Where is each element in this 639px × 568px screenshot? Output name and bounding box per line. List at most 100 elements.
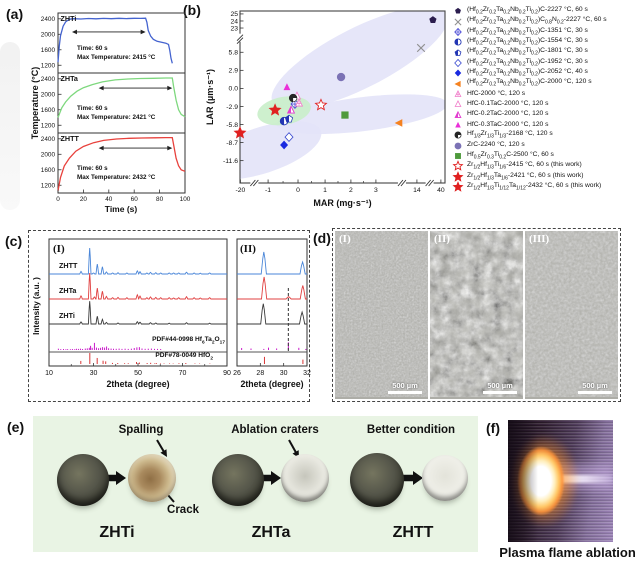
marker-tri_half [286,105,296,114]
svg-text:24: 24 [230,18,238,25]
legend-label: HfC-2000 °C, 120 s [467,89,526,97]
svg-text:60: 60 [131,196,139,203]
marker-star_fill [452,170,464,182]
svg-text:2: 2 [349,187,353,194]
legend-item: (Hf0.2Zr0.2Ta0.2Nb0.2Ti0.2)C0.8N0.2-2227… [452,16,638,26]
svg-text:2000: 2000 [41,91,56,98]
svg-text:Temperature (°C): Temperature (°C) [30,67,40,139]
svg-text:(II): (II) [240,243,256,255]
marker-tri_fill [283,83,291,91]
svg-text:50: 50 [134,370,142,377]
legend-label: Zr1/2Hf1/3Ti1/6-2415 °C, 60 s (this work… [467,161,582,171]
svg-text:1600: 1600 [41,107,56,114]
svg-text:2000: 2000 [41,151,56,158]
svg-text:0: 0 [56,196,60,203]
svg-text:-8.7: -8.7 [226,140,238,147]
xrd-curve-ZHTT [49,247,227,275]
xrd-curve-ZHTa [49,272,227,300]
plasma-caption: Plasma flame ablation [499,545,636,560]
marker-tri_open [454,100,462,108]
marker-x [416,43,426,53]
svg-text:ZHTT: ZHTT [61,134,80,143]
svg-text:25: 25 [230,11,238,18]
svg-text:Intensity (a.u. ): Intensity (a.u. ) [32,277,41,335]
svg-text:2400: 2400 [41,16,56,23]
nozzle-edge [508,420,538,542]
marker-tri_plus [294,98,304,107]
svg-text:2400: 2400 [41,136,56,143]
curve-ZHTT [57,136,186,191]
legend-label: (Hf0.2Zr0.2Ta0.2Nb0.2Ti0.2)C-1351 °C, 30… [467,26,588,37]
sem-image-1: (I) 500 µm [335,231,428,399]
scale-bar-label: 500 µm [487,381,513,391]
legend-item: (Hf0.2Zr0.2Ta0.2Nb0.2Ti0.2)C-1351 °C, 30… [452,27,638,37]
legend-label: Hf1/3Zr1/3Ti1/3-2168 °C, 120 s [467,130,553,140]
sample-disc-before-ZHTa [212,454,264,506]
curve-ZHTa [57,77,186,118]
marker-tri_half [454,110,462,118]
svg-text:2theta (degree): 2theta (degree) [106,379,169,389]
svg-text:Time (s): Time (s) [105,204,138,214]
svg-text:30: 30 [90,370,98,377]
legend-label: HfC-0.1TaC-2000 °C, 120 s [467,99,549,107]
pdf-card-hf6ta2o17: PDF#44-0998 Hf6Ta2O17 [152,336,225,346]
annotation-better-condition: Better condition [366,424,456,436]
marker-pent_half [284,114,294,123]
legend-item: (Hf0.2Zr0.2Ta0.2Nb0.2Ti0.2)C-2052 °C, 40… [452,68,638,78]
svg-text:1: 1 [323,187,327,194]
svg-text:-5.8: -5.8 [226,122,238,129]
legend-label: (Hf0.2Zr0.2Ta0.2Nb0.2Ti0.2)C-2000 °C, 12… [467,78,592,88]
xrd-panel: ZHTT ZHTa ZHTi 10 30 50 70 90 2theta (degree) (I)… [28,230,311,402]
curve-ZHTi [57,17,173,64]
transform-arrow [106,471,126,485]
sample-disc-before-ZHTi [57,454,109,506]
svg-text:40: 40 [437,187,445,194]
marker-star_fill [452,181,464,192]
sem-label: (I) [339,233,351,245]
legend-label: HfC-0.3TaC-2000 °C, 120 s [467,120,549,128]
legend-label: Zr1/2Hf1/3Ti1/12Ta1/12-2432 °C, 60 s (th… [467,181,602,192]
marker-pent [429,16,437,24]
svg-text:2.9: 2.9 [229,68,239,75]
marker-dia_open [284,132,294,143]
panel-e-label: (e) [7,419,25,435]
legend-label: (Hf0.2Zr0.2Ta0.2Nb0.2Ti0.2)C-1801 °C, 30… [467,47,588,57]
sample-disc-after-ZHTi [128,454,176,502]
legend-label: (Hf0.2Zr0.2Ta0.2Nb0.2Ti0.2)C-2052 °C, 40… [467,68,588,78]
legend-item: Zr1/2Hf1/3Ta1/6-2421 °C, 60 s (this work… [452,170,638,182]
svg-text:ZHTa: ZHTa [61,74,79,83]
marker-tri_left [454,80,461,87]
marker-dia_open [454,58,462,68]
marker-circ_fill [454,142,462,150]
svg-text:Max Temperature: 2421 °C: Max Temperature: 2421 °C [77,113,156,121]
svg-text:1200: 1200 [41,122,56,129]
scan-artifact [0,42,20,210]
sample-name-ZHTi: ZHTi [99,524,135,541]
legend-item: Zr1/2Hf1/3Ti1/12Ta1/12-2432 °C, 60 s (th… [452,181,638,192]
panel-b-label: (b) [183,2,201,18]
svg-text:ZHTi: ZHTi [59,311,75,320]
svg-text:1200: 1200 [41,182,56,189]
legend-item: (Hf0.2Zr0.2Ta0.2Nb0.2Ti0.2)C-1554 °C, 30… [452,37,638,47]
xrd-curve-ZHTi [49,301,227,325]
svg-text:70: 70 [179,370,187,377]
svg-text:Time: 60 s: Time: 60 s [77,45,108,52]
scale-bar: 500 µm [578,381,612,394]
svg-text:1600: 1600 [41,47,56,54]
sample-disc-before-ZHTT [350,453,404,507]
marker-star_fill [268,103,282,116]
svg-text:26: 26 [233,370,241,377]
svg-text:(I): (I) [53,243,65,255]
pdf-card-hfo2: PDF#78-0049 HfO2 [155,352,213,362]
legend-item: (Hf0.2Zr0.2Ta0.2Nb0.2Ti0.2)C-2000 °C, 12… [452,78,638,88]
svg-text:Max Temperature: 2432 °C: Max Temperature: 2432 °C [77,173,156,181]
svg-text:Time: 60 s: Time: 60 s [77,165,108,172]
transform-arrow [403,471,423,485]
ablation-photos-panel: ZHTi Spalling Crack ZHTa Ablation craters ZHT… [33,416,478,552]
svg-text:20: 20 [80,196,88,203]
panel-f-label: (f) [486,420,500,436]
scale-bar-line [388,391,422,394]
scale-bar-line [578,391,612,394]
